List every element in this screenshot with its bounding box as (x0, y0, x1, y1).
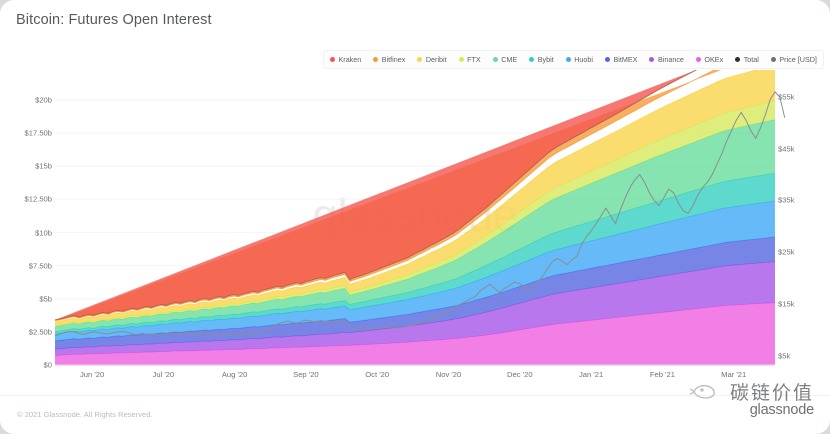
legend-item-kraken[interactable]: Kraken (330, 55, 361, 64)
legend-label: CME (501, 55, 518, 64)
legend-item-ftx[interactable]: FTX (458, 55, 481, 64)
total-line (54, 70, 698, 321)
legend-swatch-icon (695, 57, 701, 62)
copyright-text: © 2021 Glassnode. All Rights Reserved. (17, 410, 153, 419)
legend-item-huobi[interactable]: Huobi (565, 55, 593, 64)
y-axis-left: $0 $2.50b $5b $7.50b $10b $12.50b $15b $17.50b $… (8, 70, 52, 370)
area-edge-bitmex (54, 236, 776, 342)
y-tick-right: $55k (778, 92, 795, 102)
legend-label: Huobi (574, 55, 593, 64)
x-tick: Oct '20 (365, 370, 390, 379)
legend-label: Price [USD] (779, 55, 817, 64)
legend-swatch-icon (735, 57, 741, 62)
x-axis: Jun '20 Jul '20 Aug '20 Sep '20 Oct '20 Nov '… (0, 368, 830, 384)
area-deribit (55, 70, 775, 326)
price-line (54, 90, 786, 337)
legend-item-total[interactable]: Total (735, 55, 759, 64)
legend-swatch-icon (417, 57, 423, 62)
y-tick-right: $5k (778, 351, 791, 361)
legend-swatch-icon (492, 57, 498, 62)
y-tick-left: $0 (43, 360, 52, 370)
legend-item-bitfinex[interactable]: Bitfinex (373, 55, 405, 64)
legend-label: Bybit (537, 55, 554, 64)
x-tick: Aug '20 (221, 370, 248, 379)
y-tick-left: $17.50b (24, 128, 52, 138)
y-axis-right: $5k $15k $25k $35k $45k $55k (778, 70, 826, 370)
legend-swatch-icon (649, 57, 655, 62)
y-tick-left: $20b (35, 95, 52, 105)
y-tick-right: $15k (778, 299, 795, 309)
y-tick-right: $45k (778, 144, 795, 154)
legend-item-binance[interactable]: Binance (649, 55, 684, 64)
y-tick-left: $10b (35, 228, 52, 237)
legend-label: Binance (657, 55, 684, 64)
brand-watermark: 碳链价值 glassnode (654, 378, 814, 426)
brand-name: glassnode (749, 402, 815, 418)
area-bitmex (55, 237, 775, 350)
x-tick: Jul '20 (152, 370, 175, 379)
legend-swatch-icon (565, 57, 571, 62)
y-tick-left: $7.50b (28, 261, 52, 271)
legend-swatch-icon (330, 57, 335, 62)
stacked-area-svg (54, 70, 786, 366)
plot-area[interactable]: glassnode (0, 70, 830, 370)
area-cme (55, 119, 775, 332)
y-tick-right: $25k (778, 247, 795, 257)
watermark-chinese-text: 碳链价值 (729, 382, 814, 404)
area-binance (55, 261, 775, 356)
legend-item-bybit[interactable]: Bybit (529, 55, 554, 64)
legend-swatch-icon (373, 57, 379, 62)
legend-swatch-icon (458, 57, 464, 62)
legend-item-okex[interactable]: OKEx (695, 55, 724, 64)
area-bybit (55, 173, 775, 334)
x-tick: Jan '21 (578, 370, 604, 379)
legend-item-price-usd[interactable]: Price [USD] (770, 55, 817, 64)
area-ftx (55, 100, 775, 327)
x-tick: Mar '21 (721, 370, 747, 379)
area-huobi (55, 201, 775, 341)
footer-divider (0, 395, 830, 396)
legend-label: Kraken (338, 55, 362, 64)
y-tick-right: $35k (778, 195, 795, 205)
legend-label: Bitfinex (381, 55, 406, 64)
chart-legend[interactable]: Kraken Bitfinex Deribit FTX CME Bybit Huobi Bit… (323, 50, 824, 69)
x-tick: Jun '20 (79, 370, 105, 379)
legend-label: FTX (467, 55, 481, 64)
area-edge-bitfinex (54, 70, 716, 322)
legend-label: OKEx (704, 55, 724, 64)
legend-label: Total (743, 55, 759, 64)
x-tick: Feb '21 (649, 370, 675, 379)
page-title: Bitcoin: Futures Open Interest (16, 12, 212, 28)
area-edge-deribit (54, 70, 758, 323)
y-tick-left: $5b (39, 294, 52, 304)
x-tick: Sep '20 (293, 370, 319, 379)
area-okex (55, 302, 775, 365)
y-tick-left: $15b (35, 161, 52, 171)
area-kraken (55, 70, 697, 320)
x-tick: Dec '20 (507, 370, 533, 379)
y-tick-left: $12.50b (24, 194, 52, 204)
legend-swatch-icon (604, 57, 610, 62)
legend-item-cme[interactable]: CME (492, 55, 518, 64)
legend-label: Deribit (425, 55, 447, 64)
area-edge-binance (54, 261, 776, 350)
x-tick: Nov '20 (435, 370, 462, 379)
legend-swatch-icon (529, 57, 535, 62)
area-edge-okex (54, 302, 776, 356)
legend-item-deribit[interactable]: Deribit (417, 55, 447, 64)
legend-swatch-icon (770, 57, 776, 62)
y-tick-left: $2.50b (28, 327, 52, 337)
legend-label: BitMEX (613, 55, 638, 64)
legend-item-bitmex[interactable]: BitMEX (604, 55, 638, 64)
bird-logo-icon (689, 385, 715, 399)
